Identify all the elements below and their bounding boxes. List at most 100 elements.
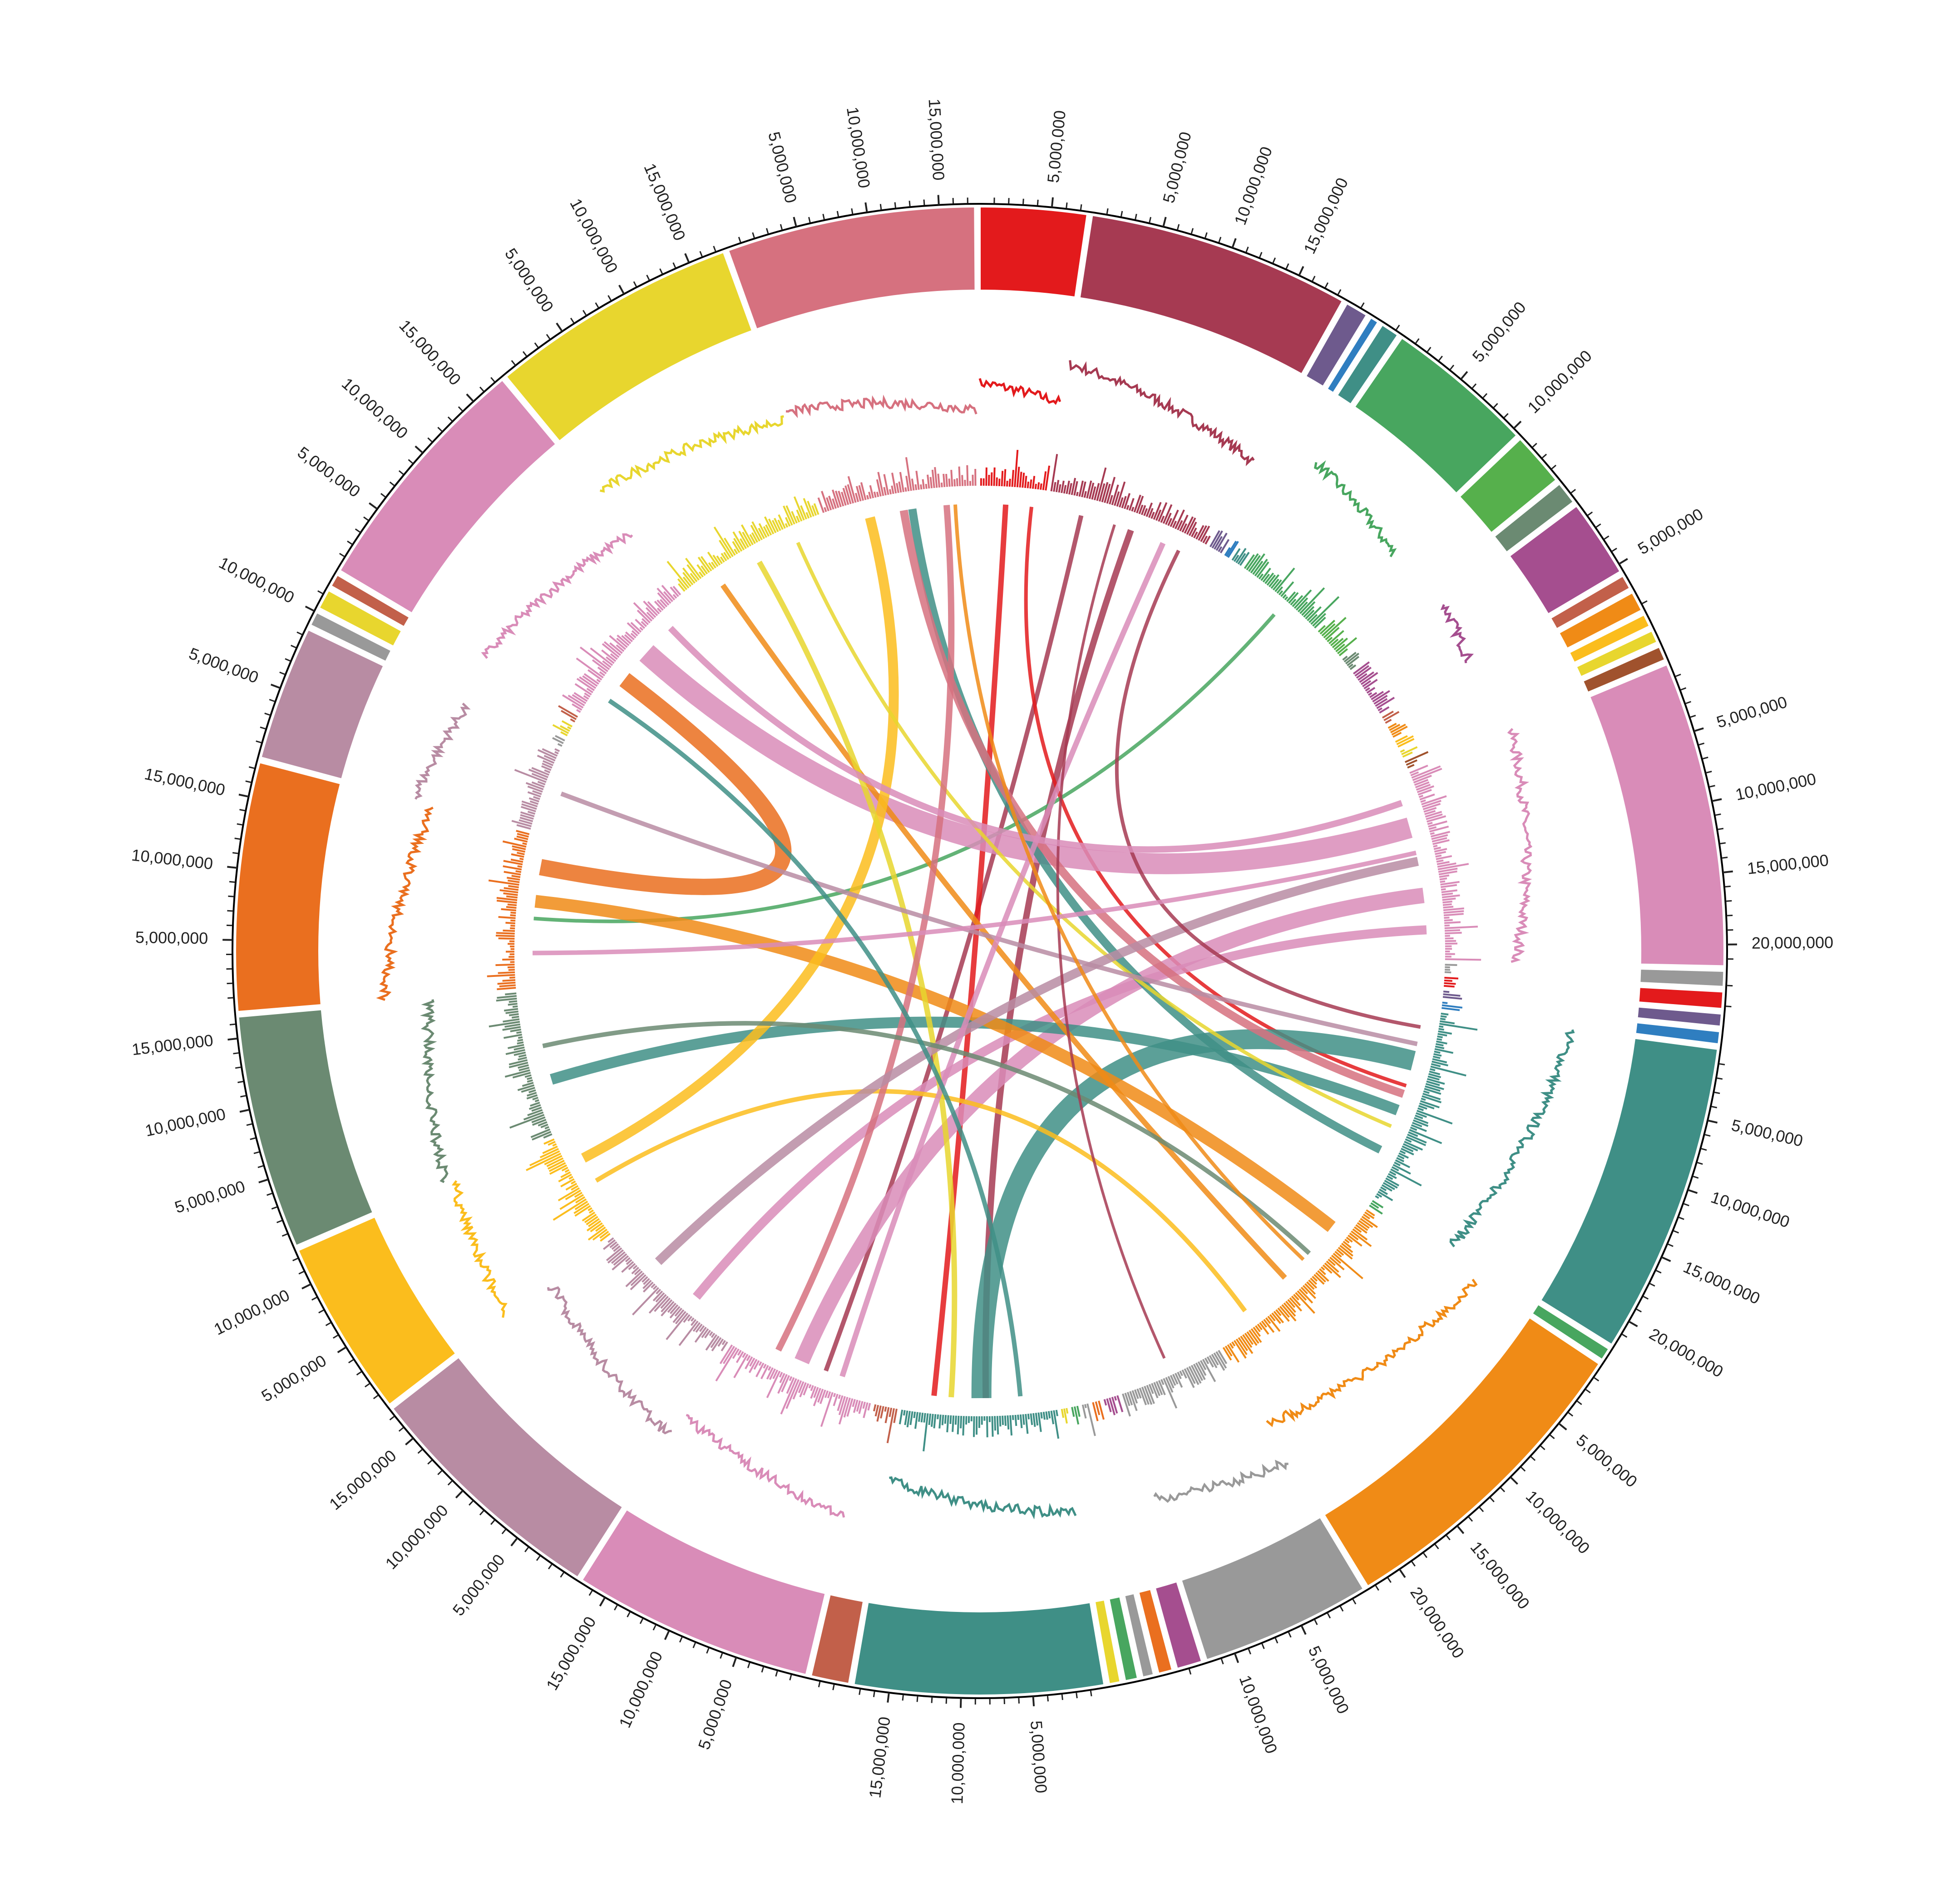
density-bar (708, 562, 715, 570)
density-bar (1417, 785, 1434, 793)
density-bar (1436, 1040, 1447, 1045)
density-bar (1258, 573, 1264, 580)
density-bar (1308, 614, 1318, 623)
density-bar (666, 1312, 689, 1340)
density-bar (781, 1375, 790, 1393)
chromosome-segment (329, 573, 411, 629)
density-bar (583, 695, 589, 700)
density-bar (709, 1331, 713, 1336)
density-bar (525, 782, 544, 790)
density-bar (1063, 485, 1067, 494)
density-bar (568, 1176, 573, 1180)
density-bar (1242, 1334, 1253, 1348)
density-bar (1197, 1361, 1207, 1376)
density-bar (1050, 1410, 1055, 1424)
density-bar (1338, 1247, 1353, 1260)
minor-tick (836, 211, 839, 217)
minor-tick (373, 1394, 379, 1399)
minor-tick (228, 895, 234, 897)
density-bar (1084, 1404, 1087, 1409)
density-bar (560, 1178, 575, 1187)
density-bar (1209, 1355, 1218, 1369)
density-bar (503, 860, 523, 866)
density-bar (965, 1416, 968, 1425)
density-bar (1314, 616, 1326, 629)
minor-tick (1551, 464, 1557, 469)
major-tick (510, 1537, 518, 1547)
density-bar (1267, 1316, 1281, 1332)
chromosome-ring (232, 203, 1728, 1699)
minor-tick (458, 406, 463, 411)
minor-tick (1685, 701, 1691, 705)
density-bar (1167, 1376, 1175, 1389)
density-bar (542, 760, 553, 766)
minor-tick (1248, 1649, 1251, 1655)
density-bar (503, 865, 522, 871)
density-bar (1436, 859, 1444, 863)
density-bar (1416, 1112, 1427, 1118)
density-bar (558, 1173, 572, 1183)
density-bar (517, 1041, 524, 1045)
density-bar (657, 587, 671, 604)
synteny-link (534, 895, 1336, 1232)
density-bar (705, 1334, 718, 1351)
density-bar (1416, 783, 1431, 791)
density-bar (607, 1237, 614, 1243)
density-bar (568, 695, 585, 706)
density-bar (674, 1307, 682, 1317)
density-bar (654, 601, 664, 611)
minor-tick (765, 228, 769, 234)
density-bar (609, 1241, 617, 1248)
chromosome-segment (234, 761, 342, 1013)
density-bar (793, 496, 805, 521)
density-bar (956, 478, 958, 487)
minor-tick (292, 1257, 298, 1261)
major-tick (337, 1346, 347, 1354)
tick-label: 10,000,000 (338, 374, 412, 443)
density-bar (527, 1077, 533, 1080)
tick-label: 5,000,000 (1468, 298, 1529, 365)
density-bar (1413, 1119, 1429, 1127)
tick-label: 10,000,000 (1522, 1487, 1594, 1557)
density-bar (512, 848, 525, 853)
density-bar (1354, 665, 1370, 677)
density-bar (862, 1401, 866, 1409)
tick-label: 10,000,000 (382, 1501, 452, 1572)
density-bar (1086, 480, 1092, 499)
density-bar (1333, 637, 1348, 650)
chromosome-segment (259, 628, 385, 781)
synteny-link (595, 1089, 1247, 1312)
density-bar (590, 647, 613, 666)
density-bar (552, 724, 569, 734)
density-bar (497, 981, 516, 985)
major-tick (227, 1037, 238, 1041)
chromosome-segment (727, 206, 977, 331)
minor-tick (639, 1618, 643, 1624)
density-bar (749, 1357, 755, 1367)
synteny-link (668, 626, 1403, 853)
density-bar (509, 1000, 518, 1003)
density-bar (1389, 724, 1401, 731)
density-bar (672, 586, 681, 596)
density-bar (966, 465, 969, 486)
density-bar (1436, 855, 1452, 860)
density-bar (617, 634, 630, 646)
density-bar (630, 632, 637, 639)
density-bar (717, 1338, 724, 1347)
density-bar (711, 1337, 722, 1352)
density-bar (868, 492, 872, 499)
density-bar (1030, 1413, 1033, 1425)
major-tick (864, 202, 868, 213)
density-bar (1369, 692, 1377, 698)
density-bar (571, 1185, 579, 1191)
density-bar (821, 491, 829, 512)
density-bar (760, 1365, 769, 1380)
density-bar (602, 643, 620, 658)
tick-label: 5,000,000 (694, 1677, 736, 1752)
density-bar (1439, 1023, 1478, 1031)
minor-tick (1521, 1467, 1526, 1472)
density-bar (1099, 483, 1106, 502)
tick-label: 5,000,000 (294, 443, 364, 501)
major-tick (239, 1109, 250, 1113)
density-bar (1293, 1294, 1299, 1301)
